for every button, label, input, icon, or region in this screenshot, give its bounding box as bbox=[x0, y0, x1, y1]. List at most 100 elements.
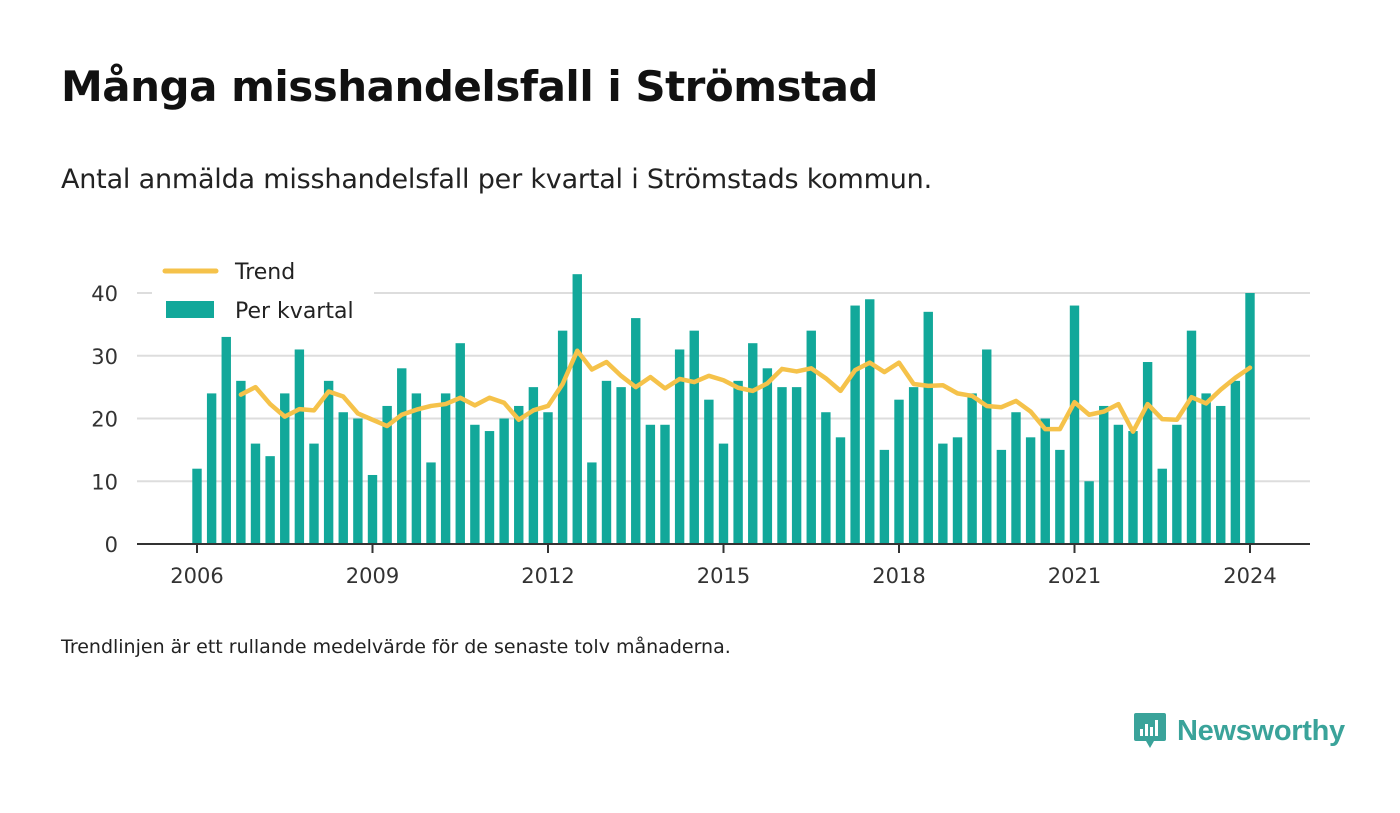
bar bbox=[455, 343, 465, 544]
bar bbox=[865, 299, 875, 544]
bar bbox=[1157, 468, 1167, 544]
bar bbox=[367, 474, 378, 544]
bar bbox=[250, 443, 261, 544]
bar bbox=[777, 387, 787, 545]
bar bbox=[587, 462, 597, 544]
bar bbox=[938, 443, 948, 544]
y-tick-label: 40 bbox=[91, 282, 118, 306]
chart-title: Många misshandelsfall i Strömstad bbox=[61, 62, 879, 111]
x-tick-label: 2006 bbox=[170, 564, 223, 588]
y-tick-label: 30 bbox=[91, 345, 118, 369]
bar bbox=[1113, 424, 1124, 544]
y-tick-label: 0 bbox=[105, 533, 118, 557]
bar bbox=[499, 418, 509, 544]
bar bbox=[952, 437, 963, 544]
x-tick-label: 2021 bbox=[1048, 564, 1101, 588]
bar bbox=[265, 456, 275, 544]
bar bbox=[543, 412, 553, 544]
bar bbox=[470, 424, 480, 544]
legend-bar-swatch bbox=[166, 301, 214, 318]
bar bbox=[1245, 293, 1255, 544]
bar bbox=[704, 399, 714, 544]
x-tick-label: 2015 bbox=[697, 564, 750, 588]
bar bbox=[528, 387, 539, 545]
bar bbox=[908, 387, 919, 545]
legend: Trend Per kvartal bbox=[152, 253, 374, 327]
brand-logo[interactable]: Newsworthy bbox=[1133, 711, 1345, 751]
trend-series-line bbox=[238, 348, 1253, 434]
bar bbox=[894, 399, 904, 544]
bar bbox=[1055, 449, 1065, 545]
bar bbox=[631, 318, 641, 544]
bar bbox=[660, 424, 670, 544]
legend-bar-label: Per kvartal bbox=[235, 299, 354, 324]
bar-chart: 0 10 20 30 40 2006 2009 2012 2015 2018 2021 2024 T… bbox=[91, 253, 1310, 588]
bar bbox=[484, 431, 495, 544]
bar bbox=[440, 393, 451, 544]
bar bbox=[616, 387, 626, 545]
bar bbox=[879, 449, 890, 545]
bar bbox=[1128, 431, 1138, 544]
footnote: Trendlinjen är ett rullande medelvärde f… bbox=[61, 636, 731, 658]
bar bbox=[645, 424, 656, 544]
bar bbox=[1011, 412, 1021, 544]
bar bbox=[426, 462, 436, 544]
bar bbox=[323, 380, 334, 544]
bars-per-kvartal bbox=[192, 274, 1255, 545]
bar bbox=[733, 380, 743, 544]
bar bbox=[923, 311, 933, 544]
bar bbox=[397, 368, 407, 544]
x-tick-label: 2018 bbox=[872, 564, 925, 588]
bar bbox=[1216, 405, 1226, 544]
bar bbox=[996, 449, 1007, 545]
bar bbox=[280, 393, 290, 544]
y-tick-label: 20 bbox=[91, 408, 118, 432]
bar bbox=[382, 405, 392, 544]
bar bbox=[850, 305, 860, 544]
bar bbox=[674, 349, 685, 544]
bar bbox=[206, 393, 217, 544]
bar bbox=[411, 393, 422, 544]
bar bbox=[353, 418, 363, 544]
bar bbox=[1172, 424, 1182, 544]
bar bbox=[557, 330, 568, 544]
x-tick-label: 2009 bbox=[346, 564, 399, 588]
bar bbox=[982, 349, 992, 544]
x-tick-label: 2012 bbox=[521, 564, 574, 588]
bar bbox=[236, 380, 246, 544]
bar bbox=[967, 393, 977, 544]
bar bbox=[1201, 393, 1211, 544]
bar bbox=[192, 468, 202, 544]
bar bbox=[338, 412, 348, 544]
bar bbox=[1099, 405, 1109, 544]
trend-line bbox=[238, 348, 1253, 434]
bar bbox=[821, 412, 831, 544]
bar bbox=[572, 274, 582, 544]
bar bbox=[1025, 437, 1036, 544]
bar bbox=[221, 336, 231, 544]
chart-subtitle: Antal anmälda misshandelsfall per kvarta… bbox=[61, 164, 932, 195]
bar bbox=[1142, 362, 1153, 544]
bar bbox=[601, 380, 612, 544]
bar bbox=[514, 405, 524, 544]
bar bbox=[762, 368, 773, 544]
x-axis-ticks: 2006 2009 2012 2015 2018 2021 2024 bbox=[137, 543, 1310, 588]
bar bbox=[1230, 380, 1241, 544]
x-tick-label: 2024 bbox=[1223, 564, 1276, 588]
bar bbox=[309, 443, 319, 544]
bar bbox=[806, 330, 816, 544]
bar bbox=[1186, 330, 1197, 544]
bar bbox=[1040, 418, 1050, 544]
bar bbox=[718, 443, 729, 544]
brand-name: Newsworthy bbox=[1177, 714, 1345, 747]
bar bbox=[1084, 481, 1094, 544]
bar bbox=[748, 343, 758, 544]
bar bbox=[791, 387, 802, 545]
bar bbox=[835, 437, 846, 544]
newsworthy-logo-icon bbox=[1134, 713, 1166, 748]
legend-trend-label: Trend bbox=[234, 260, 295, 285]
bar bbox=[689, 330, 699, 544]
y-axis-ticks: 0 10 20 30 40 bbox=[91, 282, 118, 557]
bar bbox=[1069, 305, 1080, 544]
y-tick-label: 10 bbox=[91, 470, 118, 494]
